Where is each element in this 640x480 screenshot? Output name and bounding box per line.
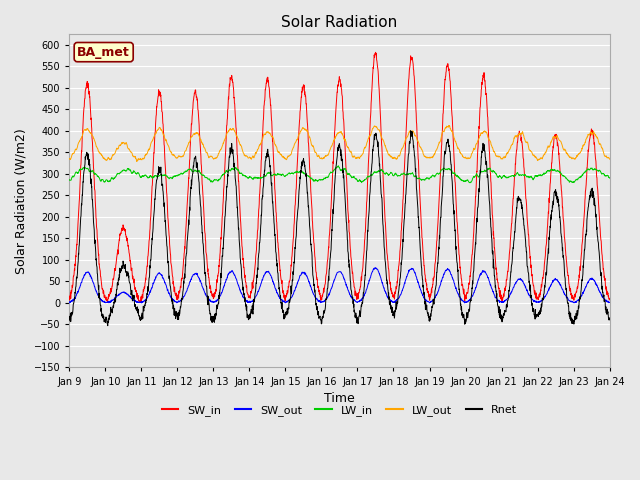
Legend: SW_in, SW_out, LW_in, LW_out, Rnet: SW_in, SW_out, LW_in, LW_out, Rnet (157, 400, 522, 420)
Title: Solar Radiation: Solar Radiation (282, 15, 397, 30)
Text: BA_met: BA_met (77, 46, 130, 59)
Y-axis label: Solar Radiation (W/m2): Solar Radiation (W/m2) (15, 128, 28, 274)
X-axis label: Time: Time (324, 392, 355, 405)
